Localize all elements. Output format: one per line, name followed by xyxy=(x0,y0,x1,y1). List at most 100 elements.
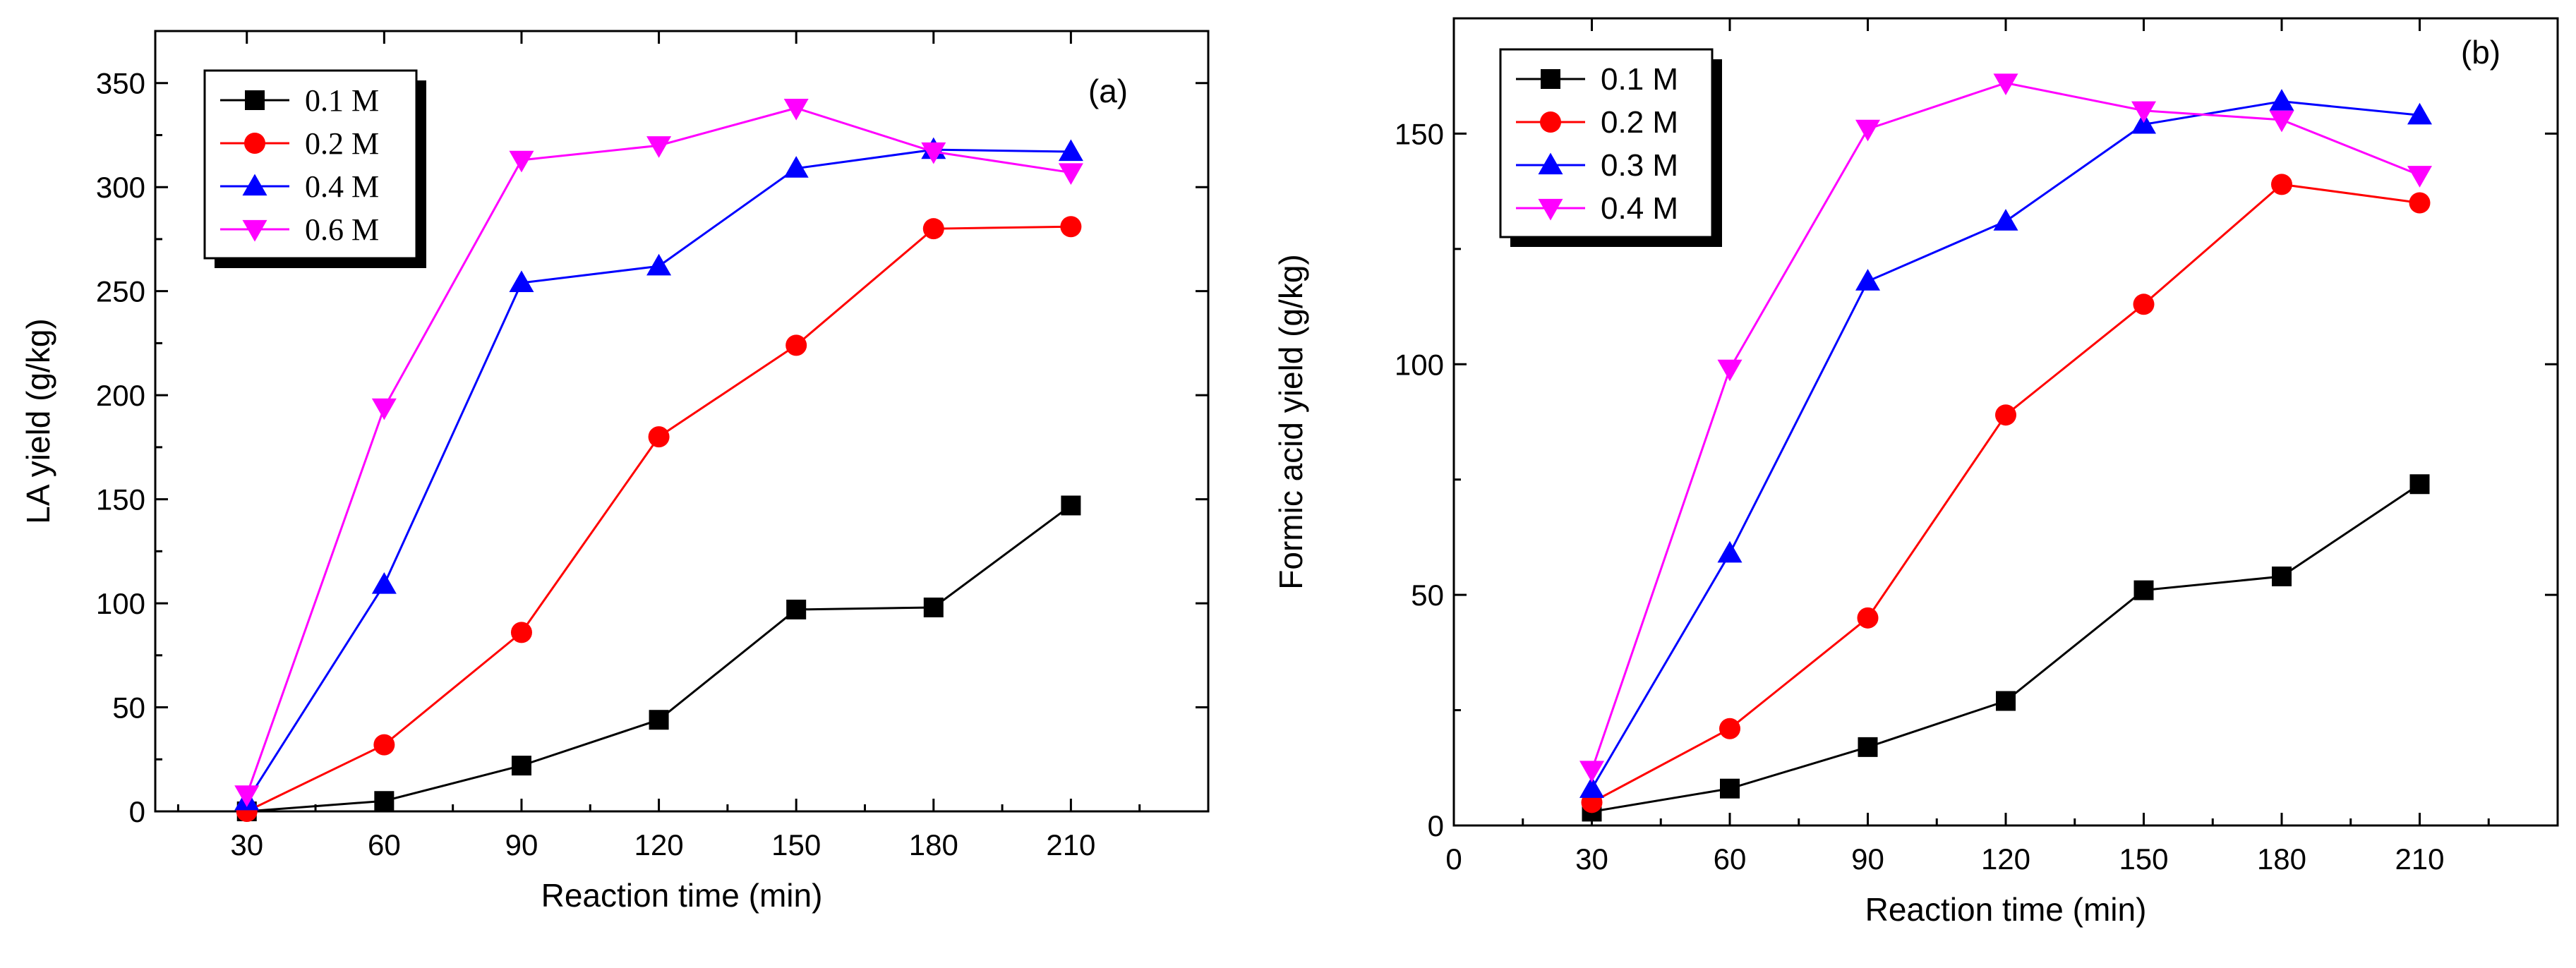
x-tick-label: 120 xyxy=(634,828,684,861)
legend-marker xyxy=(1541,69,1560,89)
data-point xyxy=(786,334,807,356)
data-point xyxy=(2407,102,2432,125)
data-point xyxy=(1717,540,1743,563)
data-point xyxy=(1717,359,1743,382)
data-point xyxy=(374,791,395,811)
legend-box xyxy=(203,69,418,260)
y-tick-label: 150 xyxy=(96,483,145,516)
x-tick-label: 180 xyxy=(909,828,958,861)
panel-label: (a) xyxy=(1088,73,1128,109)
data-point xyxy=(371,572,397,594)
series-line-1 xyxy=(246,504,1072,813)
legend-marker xyxy=(1540,111,1561,133)
x-tick-label: 180 xyxy=(2257,842,2306,876)
x-tick-label: 210 xyxy=(2395,842,2444,876)
legend-label: 0.4 M xyxy=(1601,191,1678,226)
chart-a-svg: 30 60 90 120 150 180 210 0 50 100 150 200 250 300 350 R… xyxy=(20,30,1210,914)
data-point xyxy=(510,622,532,643)
data-point xyxy=(1060,216,1082,238)
data-point xyxy=(1579,776,1604,798)
data-point xyxy=(511,756,531,776)
data-point xyxy=(371,398,397,421)
legend-label: 0.6 M xyxy=(305,212,379,247)
data-point xyxy=(1720,778,1740,799)
x-tick-label: 0 xyxy=(1445,842,1462,876)
y-tick-label: 0 xyxy=(1428,809,1444,842)
legend-label: 0.2 M xyxy=(1601,105,1678,140)
y-axis-label: Formic acid yield (g/kg) xyxy=(1272,254,1309,589)
chart-b-svg: 0 30 60 90 120 150 180 210 0 50 100 150 Reaction tim… xyxy=(1272,17,2559,928)
data-point xyxy=(649,710,669,730)
legend-label: 0.4 M xyxy=(305,169,379,204)
series-line-1 xyxy=(1591,483,2421,813)
y-tick-label: 50 xyxy=(112,691,145,725)
y-tick-label: 350 xyxy=(96,67,145,100)
data-point xyxy=(2407,166,2432,188)
x-tick-label: 30 xyxy=(230,828,263,861)
data-point xyxy=(2133,294,2155,315)
x-tick-label: 30 xyxy=(1575,842,1608,876)
legend-marker xyxy=(1538,198,1563,221)
data-point xyxy=(1579,761,1604,783)
data-point xyxy=(922,218,944,240)
y-tick-label: 50 xyxy=(1411,579,1444,612)
legend-label: 0.3 M xyxy=(1601,148,1678,183)
chart-panel-b: 0 30 60 90 120 150 180 210 0 50 100 150 Reaction tim… xyxy=(1242,0,2576,968)
data-point xyxy=(2409,192,2431,214)
data-point xyxy=(646,253,672,276)
data-point xyxy=(1855,269,1880,291)
data-point xyxy=(921,142,946,164)
x-tick-label: 60 xyxy=(368,828,401,861)
data-point xyxy=(1858,737,1878,757)
x-axis-label: Reaction time (min) xyxy=(1865,891,2147,928)
data-point xyxy=(646,136,672,158)
data-point xyxy=(1719,718,1740,739)
data-point xyxy=(1061,495,1081,516)
data-point xyxy=(783,99,809,121)
y-tick-label: 150 xyxy=(1395,117,1444,150)
data-point xyxy=(509,270,534,292)
legend-marker xyxy=(242,219,267,242)
data-point xyxy=(1058,163,1083,186)
x-tick-label: 60 xyxy=(1714,842,1747,876)
x-tick-label: 120 xyxy=(1981,842,2030,876)
data-point xyxy=(373,734,395,756)
data-point xyxy=(786,599,807,619)
legend-label: 0.1 M xyxy=(305,83,379,118)
legend-label: 0.1 M xyxy=(1601,62,1678,97)
data-point xyxy=(783,156,809,178)
legend-marker xyxy=(1538,152,1563,175)
data-point xyxy=(2269,110,2294,133)
y-axis-label: LA yield (g/kg) xyxy=(20,318,56,524)
data-point xyxy=(1996,691,2016,711)
chart-panel-a: 30 60 90 120 150 180 210 0 50 100 150 200 250 300 350 R… xyxy=(0,0,1242,968)
y-tick-label: 100 xyxy=(96,587,145,620)
x-tick-label: 90 xyxy=(505,828,538,861)
legend-marker xyxy=(245,90,265,110)
panel-label: (b) xyxy=(2461,34,2500,71)
legend-label: 0.2 M xyxy=(305,126,379,161)
x-axis-label: Reaction time (min) xyxy=(541,877,823,914)
y-tick-label: 300 xyxy=(96,171,145,204)
data-point xyxy=(2133,580,2154,600)
data-point xyxy=(2409,474,2430,495)
data-point xyxy=(648,426,670,448)
data-point xyxy=(1855,119,1880,142)
data-point xyxy=(234,785,260,807)
x-tick-label: 150 xyxy=(2119,842,2168,876)
data-point xyxy=(2269,89,2294,111)
data-point xyxy=(2271,174,2292,195)
data-point xyxy=(1058,139,1083,162)
y-tick-label: 0 xyxy=(129,795,145,828)
y-tick-label: 200 xyxy=(96,379,145,412)
legend-marker xyxy=(244,133,265,154)
legend-marker xyxy=(242,174,267,196)
data-point xyxy=(2272,566,2292,586)
x-tick-label: 150 xyxy=(771,828,821,861)
data-point xyxy=(1857,607,1879,629)
data-point xyxy=(509,150,534,173)
data-point xyxy=(2131,101,2156,123)
legend-box xyxy=(1499,48,1714,238)
x-tick-label: 90 xyxy=(1851,842,1884,876)
